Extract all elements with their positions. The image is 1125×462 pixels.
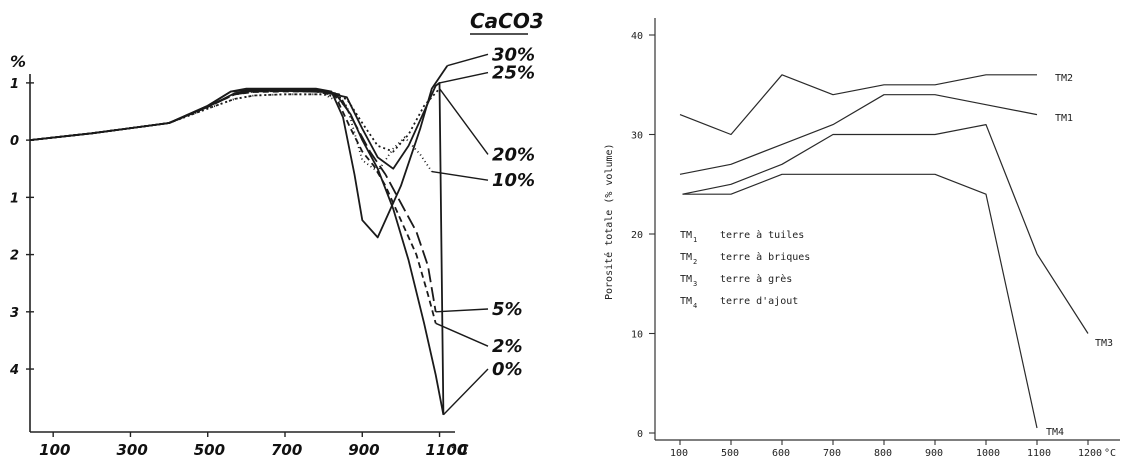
- left-x-tick-label: 500: [194, 441, 225, 459]
- left-label-leader: [431, 170, 489, 181]
- left-title: CaCO3: [470, 9, 544, 33]
- right-y-axis-label: Porosité totale (% volume): [603, 143, 615, 300]
- right-chart: Porosité totale (% volume) 100 500 600 700 8…: [603, 18, 1120, 459]
- legend-code: TM: [680, 274, 692, 285]
- right-x-tick-label: 1100: [1027, 448, 1051, 459]
- left-x-tick-label: 100: [39, 441, 70, 459]
- right-series-labels: TM2 TM1 TM3 TM4: [1046, 73, 1113, 438]
- right-series-line-TM4: [682, 173, 1038, 429]
- right-y-tick-label: 30: [631, 131, 643, 142]
- right-y-tick-label: 20: [631, 230, 643, 241]
- legend-text: terre à tuiles: [720, 229, 804, 241]
- legend-text: terre à grès: [720, 273, 792, 285]
- left-series-line-20pct: [29, 87, 441, 153]
- legend-code: TM: [680, 296, 692, 307]
- left-curves: [29, 65, 449, 415]
- left-y-unit-label: %: [10, 52, 26, 71]
- right-x-tick-label: 700: [823, 448, 841, 459]
- legend-code-subscript: 1: [693, 236, 697, 244]
- left-series-label: 10%: [492, 170, 535, 191]
- right-series-line-TM2: [679, 74, 1037, 136]
- left-series-label: 0%: [492, 359, 523, 380]
- left-label-leader: [447, 53, 489, 67]
- left-label-leader: [435, 308, 489, 313]
- left-series-label: 5%: [492, 299, 523, 320]
- left-y-tick-label: 3: [10, 306, 19, 321]
- left-y-tick-label: 0: [10, 134, 19, 149]
- left-series-label: 25%: [492, 63, 535, 84]
- right-ticks: 100 500 600 700 800 900 1000 1100 1200 °C 0 10 20 30 4…: [631, 31, 1116, 459]
- legend-text: terre à briques: [720, 251, 810, 263]
- right-x-tick-label: 100: [670, 448, 688, 459]
- legend-text: terre d'ajout: [720, 296, 798, 307]
- left-x-tick-label: 1100: [426, 441, 468, 459]
- left-x-unit-label: °C: [450, 441, 469, 459]
- left-series-labels: 30%25% 20% 10% 5% 2%0%: [431, 44, 535, 416]
- left-label-leader: [435, 322, 489, 347]
- left-x-tick-label: 700: [271, 441, 302, 459]
- legend-code-subscript: 4: [693, 302, 697, 310]
- left-label-leader: [439, 71, 489, 84]
- right-series-line-TM3: [682, 124, 1089, 334]
- right-series-label: TM1: [1055, 113, 1073, 124]
- left-x-tick-label: 900: [348, 441, 379, 459]
- left-x-tick-label: 300: [116, 441, 147, 459]
- right-series-label: TM4: [1046, 427, 1064, 438]
- left-label-leader: [438, 88, 489, 155]
- legend-code-subscript: 2: [693, 258, 697, 266]
- left-label-leader: [442, 368, 489, 416]
- legend-code: TM: [680, 230, 692, 241]
- right-series-label: TM3: [1095, 338, 1113, 349]
- left-series-line-2pct: [29, 90, 437, 324]
- right-series-label: TM2: [1055, 73, 1073, 84]
- right-x-tick-label: 500: [721, 448, 739, 459]
- left-series-line-5pct: [29, 90, 437, 312]
- right-y-tick-label: 40: [631, 31, 643, 42]
- legend-code-subscript: 3: [693, 280, 697, 288]
- right-x-unit-label: °C: [1104, 448, 1116, 459]
- left-y-tick-label: 1: [10, 191, 19, 206]
- right-y-tick-label: 0: [637, 429, 643, 440]
- left-series-label: 30%: [492, 44, 535, 65]
- left-series-label: 2%: [492, 336, 523, 357]
- right-x-tick-label: 600: [772, 448, 790, 459]
- right-x-tick-label: 1200: [1078, 448, 1102, 459]
- left-series-label: 20%: [492, 144, 535, 165]
- right-x-tick-label: 900: [925, 448, 943, 459]
- left-y-tick-label: 2: [10, 249, 19, 264]
- left-y-tick-label: 1: [10, 77, 19, 92]
- left-y-tick-label: 4: [9, 363, 19, 378]
- right-curves: [679, 74, 1089, 429]
- left-series-line-0pct: [29, 88, 445, 415]
- right-series-line-TM1: [679, 94, 1038, 175]
- legend-code: TM: [680, 252, 692, 263]
- right-y-tick-label: 10: [631, 330, 643, 341]
- right-x-tick-label: 800: [874, 448, 892, 459]
- right-x-tick-label: 1000: [976, 448, 1000, 459]
